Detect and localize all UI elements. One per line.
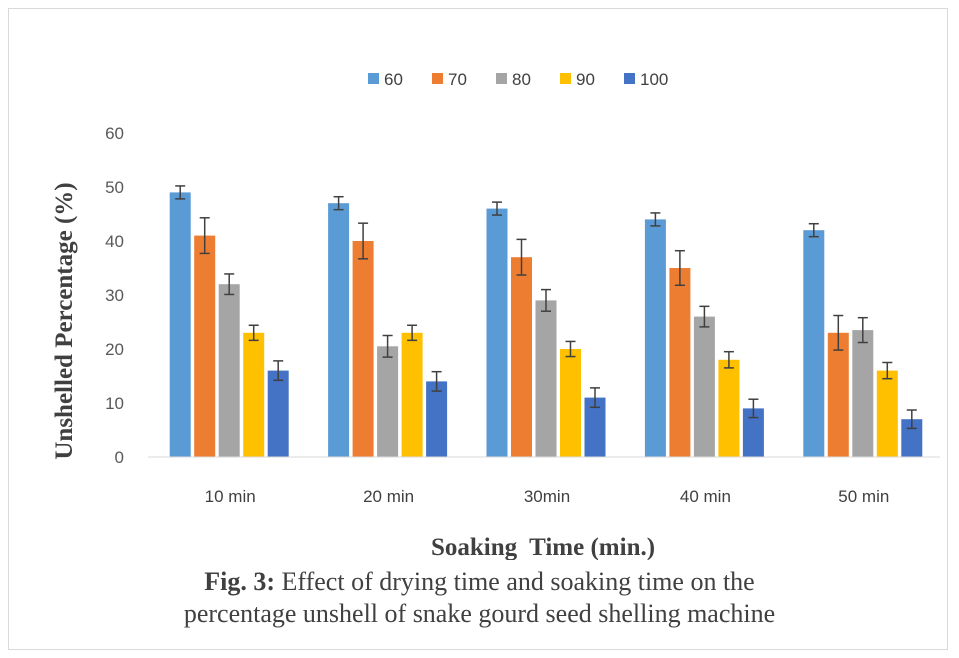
error-bar-60-1	[333, 195, 344, 211]
error-bar-100-3	[748, 398, 759, 419]
error-bar-90-1	[407, 324, 418, 342]
y-tick-label: 40	[105, 232, 124, 251]
y-tick-label: 60	[105, 124, 124, 143]
error-bar-90-2	[565, 340, 576, 358]
error-bar-60-3	[650, 212, 661, 227]
bar-70-3	[669, 268, 691, 457]
bar-60-2	[486, 208, 508, 457]
error-bar-80-3	[699, 305, 710, 328]
bar-chart: 60 70 80 90 100 0 10 20 30 40 50 60 10 min 20 min 30…	[51, 70, 940, 560]
y-tick-label: 20	[105, 340, 124, 359]
error-bar-100-1	[431, 370, 442, 392]
legend-swatch-80	[496, 73, 507, 84]
bar-100-3	[742, 408, 764, 457]
bar-90-1	[401, 332, 423, 457]
error-bar-80-4	[857, 316, 868, 344]
error-bar-70-2	[516, 238, 527, 276]
y-axis-title: Unshelled Percentage (%)	[51, 182, 78, 459]
error-bars	[175, 185, 917, 430]
x-tick-label: 20 min	[363, 487, 414, 506]
figure-frame	[8, 8, 948, 650]
bar-80-4	[852, 330, 874, 457]
bar-70-2	[511, 257, 532, 457]
error-bar-70-1	[358, 222, 369, 260]
error-bar-90-0	[248, 324, 259, 342]
error-bar-80-0	[224, 273, 235, 296]
bar-100-0	[267, 370, 289, 457]
error-bar-60-0	[175, 185, 186, 200]
error-bar-70-3	[674, 249, 685, 287]
error-bar-60-4	[808, 222, 819, 238]
error-bar-80-2	[541, 288, 551, 312]
error-bar-90-3	[723, 350, 734, 369]
bar-90-0	[243, 332, 265, 457]
bar-70-1	[352, 241, 374, 457]
bar-60-0	[169, 192, 191, 457]
bars	[169, 192, 923, 457]
x-axis-title: Soaking Time (min.)	[431, 534, 655, 560]
legend-swatch-100	[624, 73, 635, 84]
bar-90-4	[876, 370, 898, 457]
bar-90-3	[718, 359, 740, 457]
y-tick-label: 0	[115, 448, 124, 467]
legend-label-90: 90	[576, 70, 595, 89]
legend-label-70: 70	[448, 70, 467, 89]
error-bar-70-0	[199, 217, 210, 255]
error-bar-60-2	[492, 201, 502, 216]
error-bar-80-1	[382, 334, 393, 358]
x-tick-label: 10 min	[205, 487, 256, 506]
bar-100-4	[901, 419, 923, 457]
figure-caption: Fig. 3: Effect of drying time and soakin…	[0, 566, 959, 630]
y-axis-ticks: 0 10 20 30 40 50 60	[105, 124, 124, 467]
bar-80-2	[535, 300, 557, 457]
legend: 60 70 80 90 100	[368, 70, 668, 89]
legend-label-80: 80	[512, 70, 531, 89]
caption-prefix: Fig. 3:	[204, 567, 276, 596]
bar-60-1	[328, 203, 350, 457]
y-tick-label: 50	[105, 178, 124, 197]
legend-swatch-90	[560, 73, 571, 84]
legend-label-60: 60	[384, 70, 403, 89]
bar-90-2	[560, 349, 581, 457]
legend-label-100: 100	[640, 70, 668, 89]
bar-70-0	[194, 235, 216, 457]
bar-80-0	[218, 284, 240, 457]
y-tick-label: 30	[105, 286, 124, 305]
x-axis-ticks: 10 min 20 min 30min 40 min 50 min	[205, 487, 890, 506]
bar-100-2	[584, 397, 606, 457]
error-bar-100-4	[906, 409, 917, 430]
error-bar-90-4	[882, 361, 893, 380]
caption-line-1: Effect of drying time and soaking time o…	[275, 567, 755, 596]
bar-80-3	[693, 316, 715, 457]
x-tick-label: 30min	[524, 487, 570, 506]
y-tick-label: 10	[105, 394, 124, 413]
error-bar-100-0	[273, 360, 284, 382]
bar-70-4	[827, 332, 849, 457]
error-bar-100-2	[590, 387, 600, 409]
x-tick-label: 50 min	[838, 487, 889, 506]
caption-line-2: percentage unshell of snake gourd seed s…	[183, 599, 776, 628]
error-bar-70-4	[833, 314, 844, 351]
bar-80-1	[377, 346, 399, 457]
bar-60-3	[644, 219, 666, 457]
bar-60-4	[803, 230, 825, 457]
x-tick-label: 40 min	[680, 487, 731, 506]
legend-swatch-70	[432, 73, 443, 84]
bar-100-1	[426, 381, 448, 457]
legend-swatch-60	[368, 73, 379, 84]
